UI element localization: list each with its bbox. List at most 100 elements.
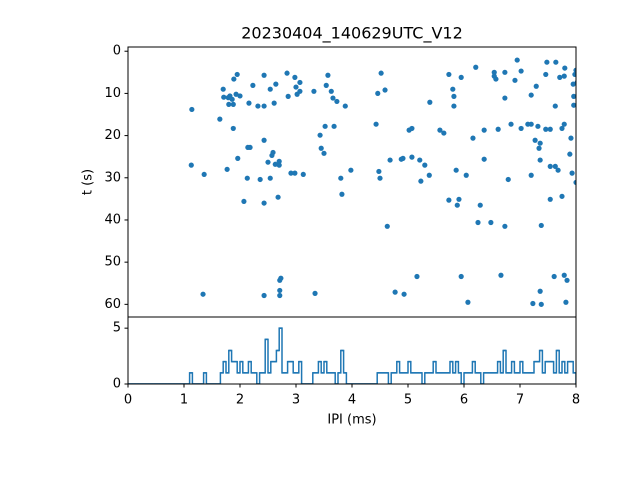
scatter-point bbox=[528, 92, 534, 98]
scatter-point bbox=[573, 67, 576, 73]
scatter-point bbox=[226, 101, 232, 107]
scatter-point bbox=[300, 171, 306, 178]
scatter-point bbox=[465, 299, 471, 305]
scatter-point bbox=[271, 100, 277, 106]
scatter-point bbox=[568, 135, 574, 141]
x-tick-label: 0 bbox=[124, 393, 132, 408]
scatter-point bbox=[188, 162, 194, 168]
scatter-point bbox=[502, 95, 508, 101]
scatter-point bbox=[221, 94, 227, 100]
scatter-point bbox=[220, 86, 226, 92]
scatter-point bbox=[498, 272, 504, 278]
scatter-point bbox=[409, 125, 415, 132]
scatter-point bbox=[272, 161, 278, 167]
scatter-point bbox=[273, 81, 279, 87]
scatter-point bbox=[230, 125, 236, 132]
scatter-point bbox=[543, 71, 549, 78]
scatter-point bbox=[537, 140, 543, 146]
scatter-point bbox=[328, 88, 334, 94]
scatter-point bbox=[233, 91, 239, 97]
scatter-point bbox=[488, 219, 494, 226]
scatter-point bbox=[427, 99, 433, 105]
scatter-point bbox=[277, 287, 283, 294]
scatter-point bbox=[331, 123, 337, 129]
scatter-point bbox=[537, 157, 543, 163]
scatter-point bbox=[401, 291, 407, 297]
scatter-point bbox=[250, 82, 256, 88]
scatter-point bbox=[378, 70, 384, 76]
scatter-point bbox=[477, 202, 483, 208]
x-tick-label: 5 bbox=[404, 393, 412, 408]
scatter-point bbox=[557, 74, 563, 80]
scatter-point bbox=[453, 167, 459, 173]
scatter-point bbox=[454, 202, 460, 208]
scatter-point bbox=[535, 123, 541, 129]
scatter-point bbox=[552, 163, 558, 169]
y-tick-label: 30 bbox=[104, 170, 121, 185]
scatter-point bbox=[481, 156, 487, 162]
scatter-point bbox=[234, 71, 240, 78]
x-tick-label: 6 bbox=[460, 393, 468, 408]
scatter-point bbox=[451, 103, 457, 109]
scatter-point bbox=[318, 145, 324, 151]
scatter-point bbox=[564, 277, 570, 283]
scatter-point bbox=[277, 292, 283, 299]
scatter-point bbox=[261, 103, 267, 109]
scatter-point bbox=[417, 157, 423, 163]
scatter-point bbox=[533, 83, 539, 89]
x-axis-label: IPI (ms) bbox=[327, 413, 376, 428]
scatter-point bbox=[230, 101, 236, 107]
scatter-point bbox=[392, 289, 398, 295]
scatter-area bbox=[188, 57, 576, 307]
scatter-point bbox=[267, 175, 273, 181]
scatter-point bbox=[288, 170, 294, 176]
y-tick-label: 40 bbox=[104, 212, 121, 227]
scatter-point bbox=[312, 290, 318, 296]
scatter-point bbox=[544, 59, 550, 65]
scatter-point bbox=[261, 200, 267, 206]
scatter-point bbox=[508, 121, 514, 127]
scatter-point bbox=[456, 196, 462, 202]
scatter-point bbox=[571, 93, 576, 99]
scatter-point bbox=[377, 175, 383, 181]
scatter-point bbox=[495, 126, 501, 132]
scatter-point bbox=[317, 132, 323, 138]
y-tick-label: 20 bbox=[104, 128, 121, 143]
scatter-point bbox=[270, 149, 276, 156]
scatter-point bbox=[559, 193, 565, 199]
scatter-point bbox=[538, 301, 544, 307]
y-tick-label: 5 bbox=[113, 321, 121, 336]
scatter-point bbox=[555, 167, 561, 173]
scatter-point bbox=[285, 93, 291, 99]
scatter-point bbox=[422, 162, 428, 168]
y-tick-label: 0 bbox=[113, 44, 121, 59]
chart-title: 20230404_140629UTC_V12 bbox=[241, 24, 463, 44]
scatter-point bbox=[418, 178, 424, 184]
scatter-point bbox=[473, 64, 479, 70]
scatter-point bbox=[502, 69, 508, 75]
scatter-point bbox=[321, 150, 327, 156]
scatter-point bbox=[561, 121, 567, 127]
y-tick-label: 10 bbox=[104, 86, 121, 101]
x-tick-label: 8 bbox=[572, 393, 580, 408]
scatter-point bbox=[246, 100, 252, 106]
scatter-point bbox=[547, 163, 553, 169]
scatter-point bbox=[552, 103, 558, 109]
scatter-point bbox=[224, 166, 230, 172]
scatter-point bbox=[437, 127, 443, 133]
y-tick-label: 0 bbox=[113, 377, 121, 392]
scatter-point bbox=[247, 144, 253, 151]
scatter-point bbox=[567, 151, 573, 157]
scatter-point bbox=[532, 137, 538, 143]
scatter-point bbox=[373, 121, 379, 127]
histogram-area bbox=[128, 327, 576, 384]
scatter-point bbox=[261, 292, 267, 299]
scatter-point bbox=[292, 170, 298, 176]
scatter-point bbox=[297, 88, 303, 94]
scatter-point bbox=[530, 300, 536, 307]
scatter-point bbox=[334, 98, 340, 105]
scatter-point bbox=[547, 126, 553, 132]
scatter-point bbox=[201, 171, 207, 178]
scatter-point bbox=[458, 74, 464, 80]
scatter-point bbox=[384, 223, 390, 229]
